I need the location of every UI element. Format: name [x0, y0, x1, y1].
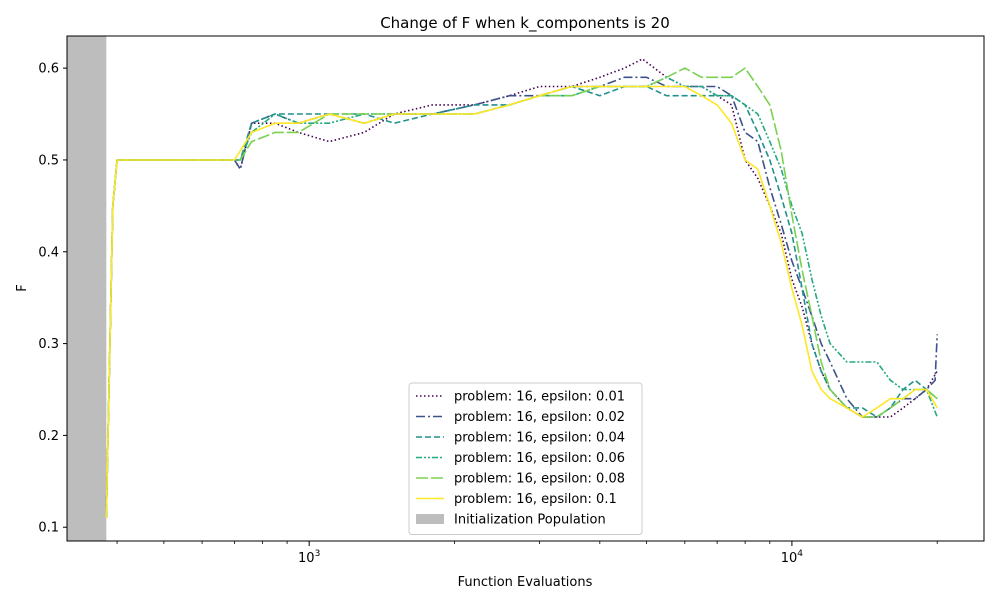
- chart-title: Change of F when k_components is 20: [380, 14, 670, 33]
- y-tick-label: 0.1: [38, 521, 59, 536]
- y-tick-label: 0.6: [38, 62, 59, 77]
- x-axis-label: Function Evaluations: [458, 575, 593, 590]
- legend: problem: 16, epsilon: 0.01 problem: 16, e…: [408, 382, 643, 535]
- legend-label: problem: 16, epsilon: 0.01: [454, 390, 625, 405]
- legend-label: Initialization Population: [454, 513, 606, 528]
- y-tick-label: 0.5: [38, 153, 59, 168]
- legend-label: problem: 16, epsilon: 0.06: [454, 451, 625, 466]
- legend-label: problem: 16, epsilon: 0.02: [454, 410, 625, 425]
- y-tick-label: 0.2: [38, 429, 59, 444]
- series-line-5: [105, 85, 938, 519]
- y-tick-label: 0.4: [38, 245, 59, 260]
- y-axis: 0.1 0.2 0.3 0.4 0.5 0.6: [38, 62, 67, 536]
- series-line-2: [105, 85, 938, 519]
- legend-label: problem: 16, epsilon: 0.08: [454, 472, 625, 487]
- y-axis-label: F: [15, 284, 30, 291]
- x-tick-label: 104: [781, 549, 804, 566]
- legend-label: problem: 16, epsilon: 0.04: [454, 431, 625, 446]
- legend-swatch: [416, 514, 444, 524]
- init-population-region: [67, 36, 107, 541]
- x-axis: 103 104: [116, 541, 938, 566]
- y-tick-label: 0.3: [38, 337, 59, 352]
- x-tick-label: 103: [298, 549, 320, 566]
- legend-box: [408, 382, 643, 535]
- legend-label: problem: 16, epsilon: 0.1: [454, 492, 617, 507]
- plot-frame: [66, 35, 985, 542]
- plot-area: [67, 36, 938, 541]
